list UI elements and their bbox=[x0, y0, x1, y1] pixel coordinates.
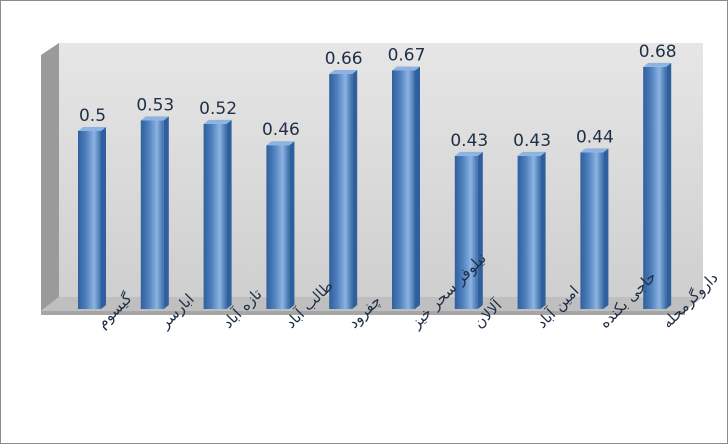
value-label-1: 0.5 bbox=[79, 106, 106, 126]
value-label-4: 0.46 bbox=[262, 120, 300, 140]
bar-9 bbox=[580, 148, 609, 309]
bar-side-3 bbox=[226, 119, 232, 309]
bar-top-9 bbox=[580, 148, 609, 153]
bar-top-8 bbox=[517, 151, 546, 156]
bar-side-2 bbox=[163, 116, 169, 309]
bar-6 bbox=[392, 66, 420, 309]
chart-floor-edge bbox=[41, 311, 685, 315]
bar-front-8 bbox=[517, 155, 541, 309]
bar-top-1 bbox=[78, 127, 106, 131]
bar-7 bbox=[454, 151, 483, 309]
bar-side-7 bbox=[477, 151, 483, 309]
value-label-8: 0.43 bbox=[513, 131, 551, 151]
bar-front-10 bbox=[643, 66, 667, 309]
bar-2 bbox=[140, 116, 169, 309]
bar-top-5 bbox=[329, 70, 358, 75]
bar-front-9 bbox=[580, 152, 604, 309]
value-label-3: 0.52 bbox=[199, 99, 237, 119]
value-label-2: 0.53 bbox=[136, 95, 174, 115]
bar-3 bbox=[203, 119, 232, 309]
bar-top-6 bbox=[392, 66, 420, 71]
bar-side-8 bbox=[540, 151, 546, 309]
bar-top-4 bbox=[266, 141, 295, 146]
value-label-10: 0.68 bbox=[639, 42, 677, 62]
value-label-6: 0.67 bbox=[388, 45, 426, 65]
bar-10 bbox=[643, 62, 672, 309]
bar-1 bbox=[78, 127, 106, 309]
bar-side-4 bbox=[289, 141, 295, 309]
value-labels-group: 0.5 0.53 0.52 0.46 0.66 0.67 0.43 0.43 0.44 0.68 bbox=[79, 42, 677, 151]
bar-front-3 bbox=[203, 123, 227, 309]
bar-side-9 bbox=[603, 148, 609, 309]
bar-8 bbox=[517, 151, 546, 309]
bar-5 bbox=[329, 70, 358, 309]
bar-front-2 bbox=[140, 120, 164, 309]
bar-side-5 bbox=[352, 70, 358, 309]
bar-front-4 bbox=[266, 145, 290, 309]
value-label-9: 0.44 bbox=[576, 127, 614, 147]
bar-top-3 bbox=[203, 119, 232, 124]
bar-front-7 bbox=[454, 155, 478, 309]
bar-top-7 bbox=[454, 151, 483, 156]
chart-side-wall bbox=[41, 43, 59, 311]
bar-4 bbox=[266, 141, 295, 309]
bar-front-1 bbox=[78, 131, 101, 309]
bar-front-6 bbox=[392, 70, 415, 309]
value-label-7: 0.43 bbox=[450, 131, 488, 151]
bar-side-10 bbox=[666, 62, 672, 309]
bar-top-10 bbox=[643, 62, 672, 67]
bars-group bbox=[78, 62, 672, 309]
bar-side-6 bbox=[415, 66, 420, 309]
bar-top-2 bbox=[140, 116, 169, 121]
bar-side-1 bbox=[101, 127, 106, 309]
bar-front-5 bbox=[329, 74, 353, 309]
value-label-5: 0.66 bbox=[325, 49, 363, 69]
